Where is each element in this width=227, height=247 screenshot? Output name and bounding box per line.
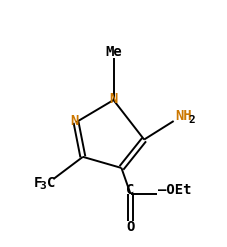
Text: NH: NH bbox=[175, 109, 192, 123]
Text: C: C bbox=[47, 176, 55, 190]
Text: 3: 3 bbox=[40, 181, 47, 191]
Text: 2: 2 bbox=[188, 115, 195, 125]
Text: N: N bbox=[109, 92, 118, 106]
Text: F: F bbox=[34, 176, 42, 190]
Text: Me: Me bbox=[105, 45, 122, 59]
Text: O: O bbox=[126, 220, 135, 234]
Text: —OEt: —OEt bbox=[158, 183, 192, 197]
Text: N: N bbox=[70, 114, 78, 128]
Text: C: C bbox=[126, 183, 135, 197]
